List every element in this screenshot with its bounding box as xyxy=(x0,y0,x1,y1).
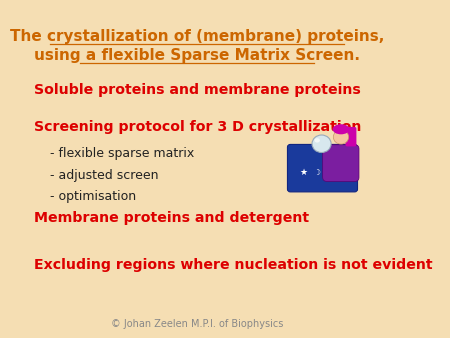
Text: Soluble proteins and membrane proteins: Soluble proteins and membrane proteins xyxy=(34,83,360,97)
FancyBboxPatch shape xyxy=(288,144,357,192)
Text: ☽: ☽ xyxy=(314,168,320,177)
Text: - optimisation: - optimisation xyxy=(50,190,136,203)
Ellipse shape xyxy=(312,135,331,152)
Ellipse shape xyxy=(333,130,349,144)
Text: ★: ★ xyxy=(299,168,307,177)
Text: The crystallization of (membrane) proteins,: The crystallization of (membrane) protei… xyxy=(10,28,384,44)
FancyBboxPatch shape xyxy=(323,145,359,182)
Ellipse shape xyxy=(315,138,320,143)
Text: Excluding regions where nucleation is not evident: Excluding regions where nucleation is no… xyxy=(34,258,432,272)
Bar xyxy=(328,177,353,188)
Text: Screening protocol for 3 D crystallization: Screening protocol for 3 D crystallizati… xyxy=(34,120,361,134)
Text: - flexible sparse matrix: - flexible sparse matrix xyxy=(50,147,194,160)
Ellipse shape xyxy=(333,124,350,134)
Text: - adjusted screen: - adjusted screen xyxy=(50,169,159,182)
Text: © Johan Zeelen M.P.I. of Biophysics: © Johan Zeelen M.P.I. of Biophysics xyxy=(111,319,283,329)
Text: Membrane proteins and detergent: Membrane proteins and detergent xyxy=(34,211,309,225)
Text: using a flexible Sparse Matrix Screen.: using a flexible Sparse Matrix Screen. xyxy=(34,48,360,63)
FancyBboxPatch shape xyxy=(346,127,356,146)
